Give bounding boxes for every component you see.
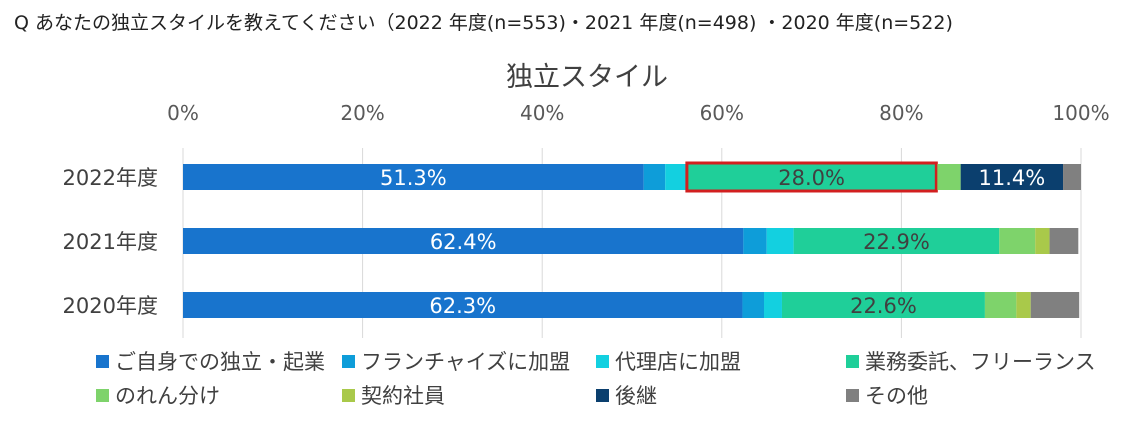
data-label: 62.4% [430, 230, 497, 254]
category-label: 2020年度 [63, 294, 158, 318]
category-label: 2021年度 [63, 230, 158, 254]
bar-segment [743, 228, 767, 254]
bar-segment [793, 228, 1000, 254]
bar-segment [183, 228, 744, 254]
bar-segment [1035, 228, 1050, 254]
legend-label: その他 [865, 384, 928, 408]
bar-segment [1063, 164, 1081, 190]
data-label: 22.9% [863, 230, 930, 254]
bar-segment [984, 292, 1017, 318]
data-label: 62.3% [429, 294, 496, 318]
bar-segment [1016, 292, 1031, 318]
highlight-box [685, 161, 938, 193]
legend-item: 代理店に加盟 [596, 346, 741, 376]
legend-label: 後継 [615, 384, 657, 408]
legend-item: その他 [846, 380, 928, 410]
legend-swatch [96, 354, 109, 368]
x-tick-label: 20% [340, 101, 384, 125]
legend-label: 業務委託、フリーランス [865, 350, 1096, 374]
bar-segment [685, 164, 938, 190]
bar-segment [183, 164, 644, 190]
x-tick-label: 60% [700, 101, 744, 125]
data-label: 11.4% [978, 166, 1045, 190]
bar-segment [1030, 292, 1080, 318]
legend-swatch [342, 388, 355, 402]
bar-segment [1049, 228, 1079, 254]
legend-label: フランチャイズに加盟 [361, 350, 571, 374]
x-tick-label: 40% [520, 101, 564, 125]
chart-legend: ご自身での独立・起業 フランチャイズに加盟 代理店に加盟 業務委託、フリーランスのれん… [96, 346, 1096, 416]
legend-swatch [846, 388, 859, 402]
x-tick-label: 100% [1052, 101, 1109, 125]
legend-label: 契約社員 [361, 384, 445, 408]
legend-swatch [342, 354, 355, 368]
data-label: 51.3% [380, 166, 447, 190]
bar-segment [999, 228, 1036, 254]
data-label: 22.6% [850, 294, 917, 318]
question-text: Q あなたの独立スタイルを教えてください（2022 年度(n=553)・2021… [14, 12, 953, 34]
legend-item: のれん分け [96, 380, 220, 410]
legend-swatch [846, 354, 859, 368]
chart-title: 独立スタイル [506, 62, 668, 93]
bar-segment [960, 164, 1064, 190]
legend-item: フランチャイズに加盟 [342, 346, 570, 376]
legend-label: ご自身での独立・起業 [115, 350, 325, 374]
legend-item: 業務委託、フリーランス [846, 346, 1096, 376]
legend-item: 後継 [596, 380, 657, 410]
legend-item: 契約社員 [342, 380, 445, 410]
legend-label: のれん分け [115, 384, 220, 408]
bar-segment [643, 164, 666, 190]
bar-segment [742, 292, 765, 318]
bar-segment [764, 292, 782, 318]
bar-segment [781, 292, 985, 318]
x-tick-label: 0% [167, 101, 199, 125]
bar-segment [183, 292, 743, 318]
x-tick-label: 80% [879, 101, 923, 125]
data-label: 28.0% [778, 166, 845, 190]
legend-swatch [596, 354, 609, 368]
legend-swatch [596, 388, 609, 402]
category-label: 2022年度 [63, 166, 158, 190]
legend-item: ご自身での独立・起業 [96, 346, 325, 376]
legend-swatch [96, 388, 109, 402]
bar-segment [766, 228, 794, 254]
legend-label: 代理店に加盟 [615, 350, 741, 374]
bar-segment [937, 164, 961, 190]
bar-segment [665, 164, 686, 190]
